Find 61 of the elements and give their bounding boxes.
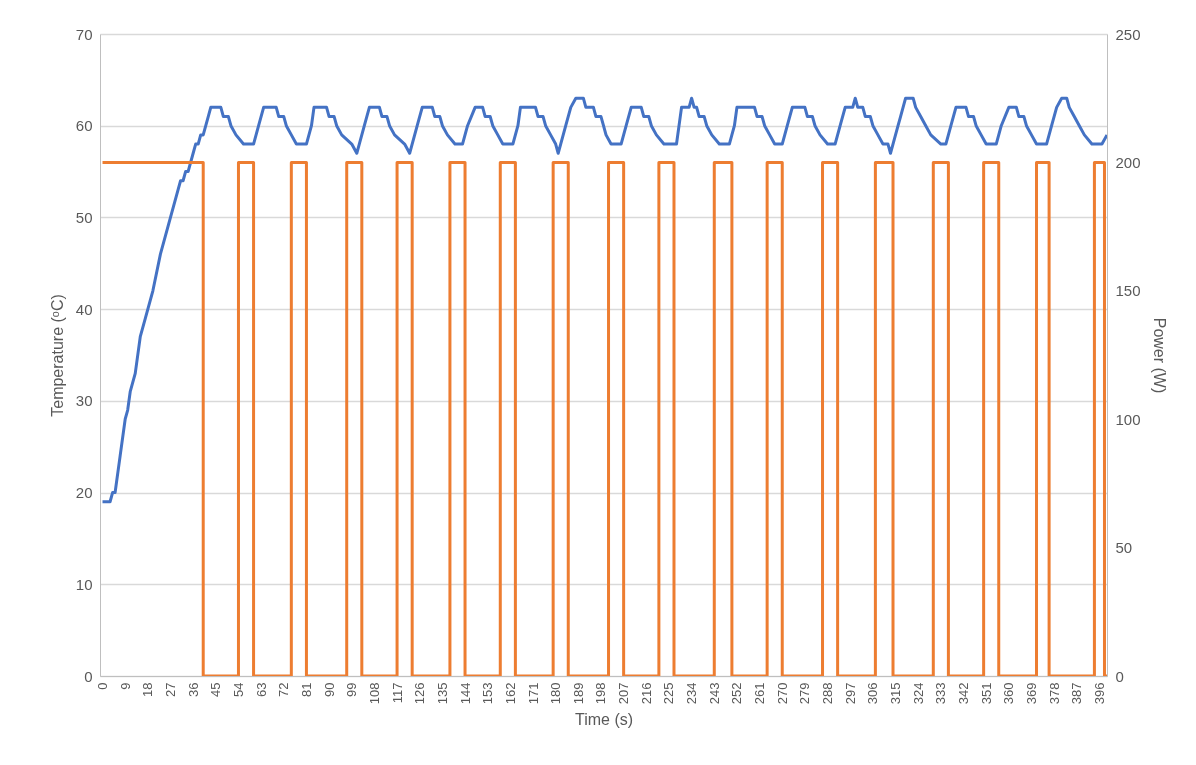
x-tick-label: 36 — [185, 682, 201, 697]
x-tick-label: 324 — [910, 682, 926, 705]
x-tick-label: 27 — [162, 682, 178, 697]
x-tick-label: 189 — [570, 682, 586, 705]
x-tick-label: 9 — [117, 682, 133, 690]
y-tick-label: 50 — [75, 208, 93, 226]
x-tick-label: 252 — [729, 682, 745, 705]
x-tick-label: 81 — [298, 682, 314, 697]
x-tick-label: 351 — [978, 682, 994, 705]
y-tick-label: 70 — [75, 25, 93, 43]
x-tick-label: 270 — [774, 682, 790, 705]
x-tick-label: 216 — [638, 682, 654, 705]
x-tick-label: 144 — [457, 682, 473, 705]
y2-axis-title: Power (W) — [1150, 317, 1168, 394]
x-tick-label: 108 — [366, 682, 382, 705]
x-tick-label: 162 — [502, 682, 518, 705]
y-tick-label: 60 — [75, 117, 93, 135]
x-tick-label: 135 — [434, 682, 450, 705]
y2-tick-label: 200 — [1115, 153, 1141, 171]
x-tick-label: 198 — [593, 682, 609, 705]
x-tick-label: 315 — [888, 682, 904, 705]
x-tick-label: 54 — [230, 682, 246, 697]
x-tick-label: 261 — [752, 682, 768, 705]
x-tick-label: 0 — [95, 682, 111, 690]
x-tick-label: 279 — [797, 682, 813, 705]
x-axis-title: Time (s) — [574, 711, 634, 729]
x-tick-label: 90 — [321, 682, 337, 697]
x-tick-label: 99 — [344, 682, 360, 697]
x-tick-label: 45 — [208, 682, 224, 697]
x-tick-label: 180 — [548, 682, 564, 705]
x-tick-label: 234 — [684, 682, 700, 705]
x-tick-label: 207 — [616, 682, 632, 705]
x-tick-label: 117 — [389, 682, 405, 704]
x-tick-label: 333 — [933, 682, 949, 705]
x-tick-label: 396 — [1091, 682, 1107, 705]
y2-tick-label: 100 — [1115, 410, 1141, 428]
x-tick-label: 387 — [1069, 682, 1085, 705]
x-tick-label: 360 — [1001, 682, 1017, 705]
x-tick-label: 153 — [480, 682, 496, 705]
x-tick-label: 171 — [525, 682, 541, 705]
x-tick-label: 342 — [956, 682, 971, 705]
x-tick-label: 72 — [276, 682, 292, 697]
x-tick-label: 378 — [1046, 682, 1062, 705]
x-tick-label: 288 — [820, 682, 836, 705]
y2-tick-label: 50 — [1115, 539, 1133, 557]
x-tick-label: 63 — [253, 682, 269, 697]
y-tick-label: 20 — [75, 484, 93, 502]
y-axis-title: Temperature (ᵒC) — [48, 294, 66, 417]
y-tick-label: 40 — [75, 300, 93, 318]
x-tick-label: 243 — [706, 682, 722, 705]
x-tick-label: 297 — [842, 682, 858, 705]
y-tick-label: 10 — [75, 575, 93, 593]
y-tick-label: 30 — [75, 392, 93, 410]
y2-tick-label: 250 — [1115, 25, 1141, 43]
x-tick-label: 306 — [865, 682, 881, 705]
x-tick-label: 126 — [412, 682, 428, 705]
x-tick-label: 18 — [140, 682, 156, 697]
y2-tick-label: 150 — [1115, 282, 1141, 300]
x-tick-label: 225 — [661, 682, 677, 705]
line-series — [101, 96, 1107, 504]
x-tick-label: 369 — [1023, 682, 1039, 705]
